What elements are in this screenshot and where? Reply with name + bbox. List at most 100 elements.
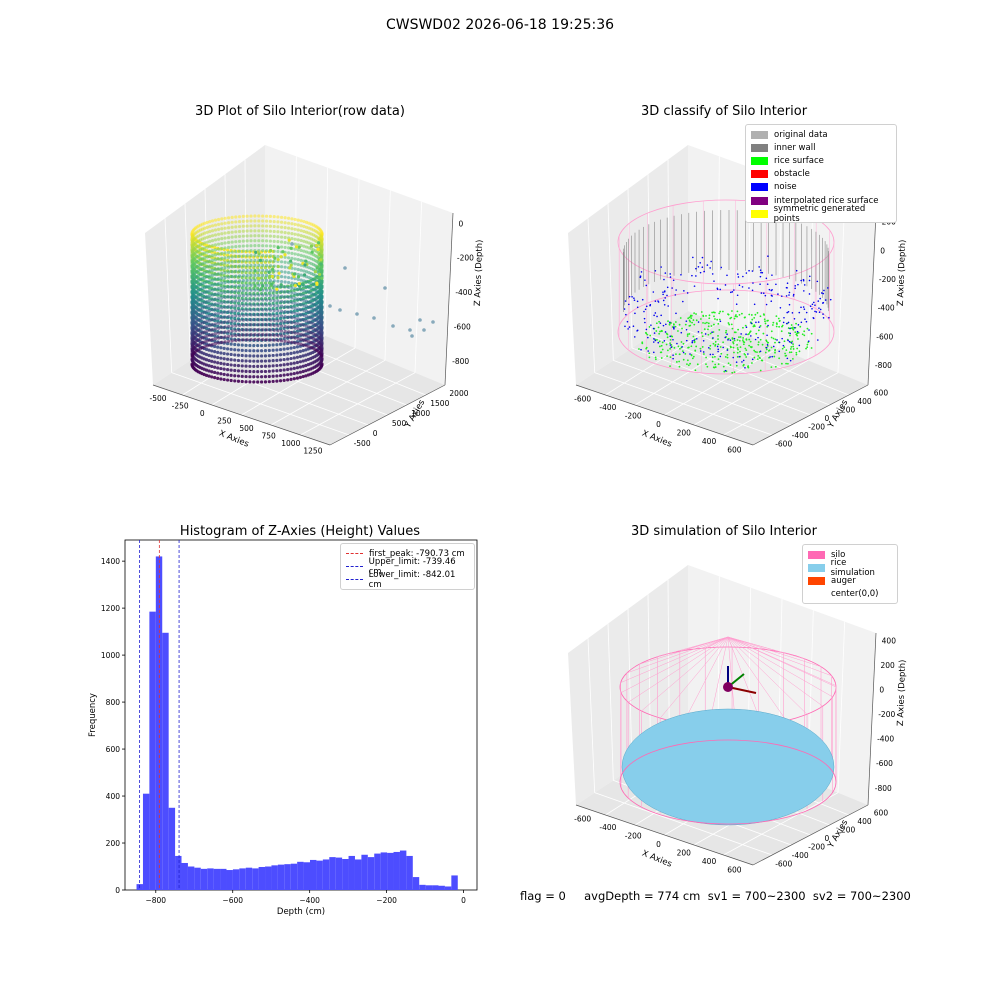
plot1-point — [241, 279, 245, 283]
plot2-rice-point — [679, 347, 681, 350]
plot1-z-axis-line — [444, 212, 454, 386]
plot1-point — [236, 343, 241, 347]
plot1-point — [279, 314, 284, 318]
plot2-rice-point — [795, 353, 798, 356]
plot1-point — [234, 230, 238, 234]
plot2-noise-point — [822, 313, 824, 315]
plot2-noise-point — [632, 325, 635, 328]
plot4-grid — [667, 579, 670, 744]
plot2-noise-point — [822, 292, 825, 295]
plot1-point — [210, 327, 215, 332]
plot2-rice-point — [681, 327, 683, 330]
plot2-noise-point — [645, 284, 648, 287]
plot1-point — [210, 219, 215, 223]
plot1-point — [304, 270, 309, 274]
plot4-grid — [607, 623, 614, 781]
plot1-point — [241, 323, 245, 327]
plot1-point — [283, 245, 287, 250]
plot2-rice-point — [767, 319, 769, 322]
plot2-noise-point — [732, 356, 735, 359]
plot2-rice-point — [699, 318, 702, 320]
plot2-noise-point — [779, 306, 782, 309]
plot1-point — [283, 275, 287, 279]
plot2-noise-point — [772, 345, 775, 348]
histogram-bar — [155, 556, 163, 890]
plot2-rice-point — [775, 315, 778, 318]
plot2-rice-point — [790, 351, 793, 354]
plot1-point — [268, 328, 272, 332]
plot2-rice-point — [733, 371, 736, 374]
plot1-point — [249, 308, 253, 312]
plot1-point — [261, 268, 265, 273]
plot1-point — [286, 357, 290, 361]
plot1-point — [226, 260, 231, 264]
plot1-point — [259, 349, 264, 353]
plot1-point — [261, 328, 265, 332]
plot1-point — [205, 304, 209, 309]
histogram-ytick: 1200 — [101, 604, 120, 613]
plot1-point — [241, 313, 245, 317]
histogram-bar — [245, 867, 253, 890]
legend-entry: center(0,0) — [808, 588, 892, 601]
plot1-point — [234, 294, 238, 298]
plot1-point — [230, 309, 234, 313]
histogram-bar — [252, 868, 259, 890]
plot1-point — [320, 241, 324, 245]
plot1-point — [289, 263, 293, 267]
plot2-noise-point — [781, 337, 783, 340]
plot2-rice-point — [701, 335, 704, 338]
plot2-rice-point — [660, 357, 663, 359]
plot2-rice-point — [762, 332, 765, 335]
plot2-noise-point — [683, 290, 685, 292]
plot2-rice-point — [754, 350, 757, 353]
plot1-point — [230, 339, 234, 343]
plot1-point — [205, 334, 209, 338]
plot1-point — [277, 271, 281, 275]
plot1-point — [302, 318, 306, 322]
plot1-point — [289, 377, 293, 381]
plot2-noise-point — [675, 312, 677, 315]
plot1-point — [283, 314, 287, 319]
plot1-point — [234, 304, 238, 308]
plot2-rice-point — [723, 370, 726, 373]
plot1-point — [237, 318, 242, 323]
plot2-rice-point — [748, 332, 750, 335]
plot1-point — [241, 328, 245, 332]
plot1-outlier — [338, 308, 342, 312]
histogram-bar — [354, 859, 362, 890]
plot1-point — [237, 269, 242, 273]
plot1-point — [283, 339, 287, 343]
plot1-point — [271, 379, 275, 384]
plot1-point — [267, 286, 271, 290]
plot1-point — [216, 227, 221, 231]
plot2-rice-point — [675, 361, 678, 363]
plot1-point — [230, 334, 234, 338]
plot2-noise-point — [712, 337, 714, 339]
legend-swatch — [808, 563, 825, 572]
plot1-point — [279, 304, 284, 308]
plot1-point — [320, 350, 324, 354]
plot2-rice-point — [736, 351, 739, 354]
plot1-point — [208, 333, 212, 337]
plot1-point — [279, 309, 284, 313]
plot2-ztick: 0 — [880, 246, 885, 255]
plot2-noise-point — [689, 353, 691, 355]
plot1-point — [249, 328, 253, 332]
plot1-point — [213, 317, 218, 321]
plot1-point — [229, 352, 233, 357]
plot2-noise-point — [786, 287, 788, 289]
plot2-noise-point — [758, 326, 761, 328]
plot1-point — [207, 348, 211, 352]
plot1-point — [256, 380, 260, 384]
plot2-rice-point — [695, 313, 697, 315]
plot2-noise-point — [822, 302, 824, 304]
plot2-noise-point — [759, 283, 761, 286]
plot1-point — [302, 303, 306, 308]
plot1-point — [230, 284, 234, 289]
plot2-noise-point — [672, 354, 674, 356]
plot2-rice-point — [745, 349, 748, 352]
plot1-point — [286, 280, 291, 285]
plot2-noise-point — [645, 328, 648, 331]
plot2-rice-point — [654, 356, 657, 359]
plot2-rice-point — [764, 322, 767, 325]
